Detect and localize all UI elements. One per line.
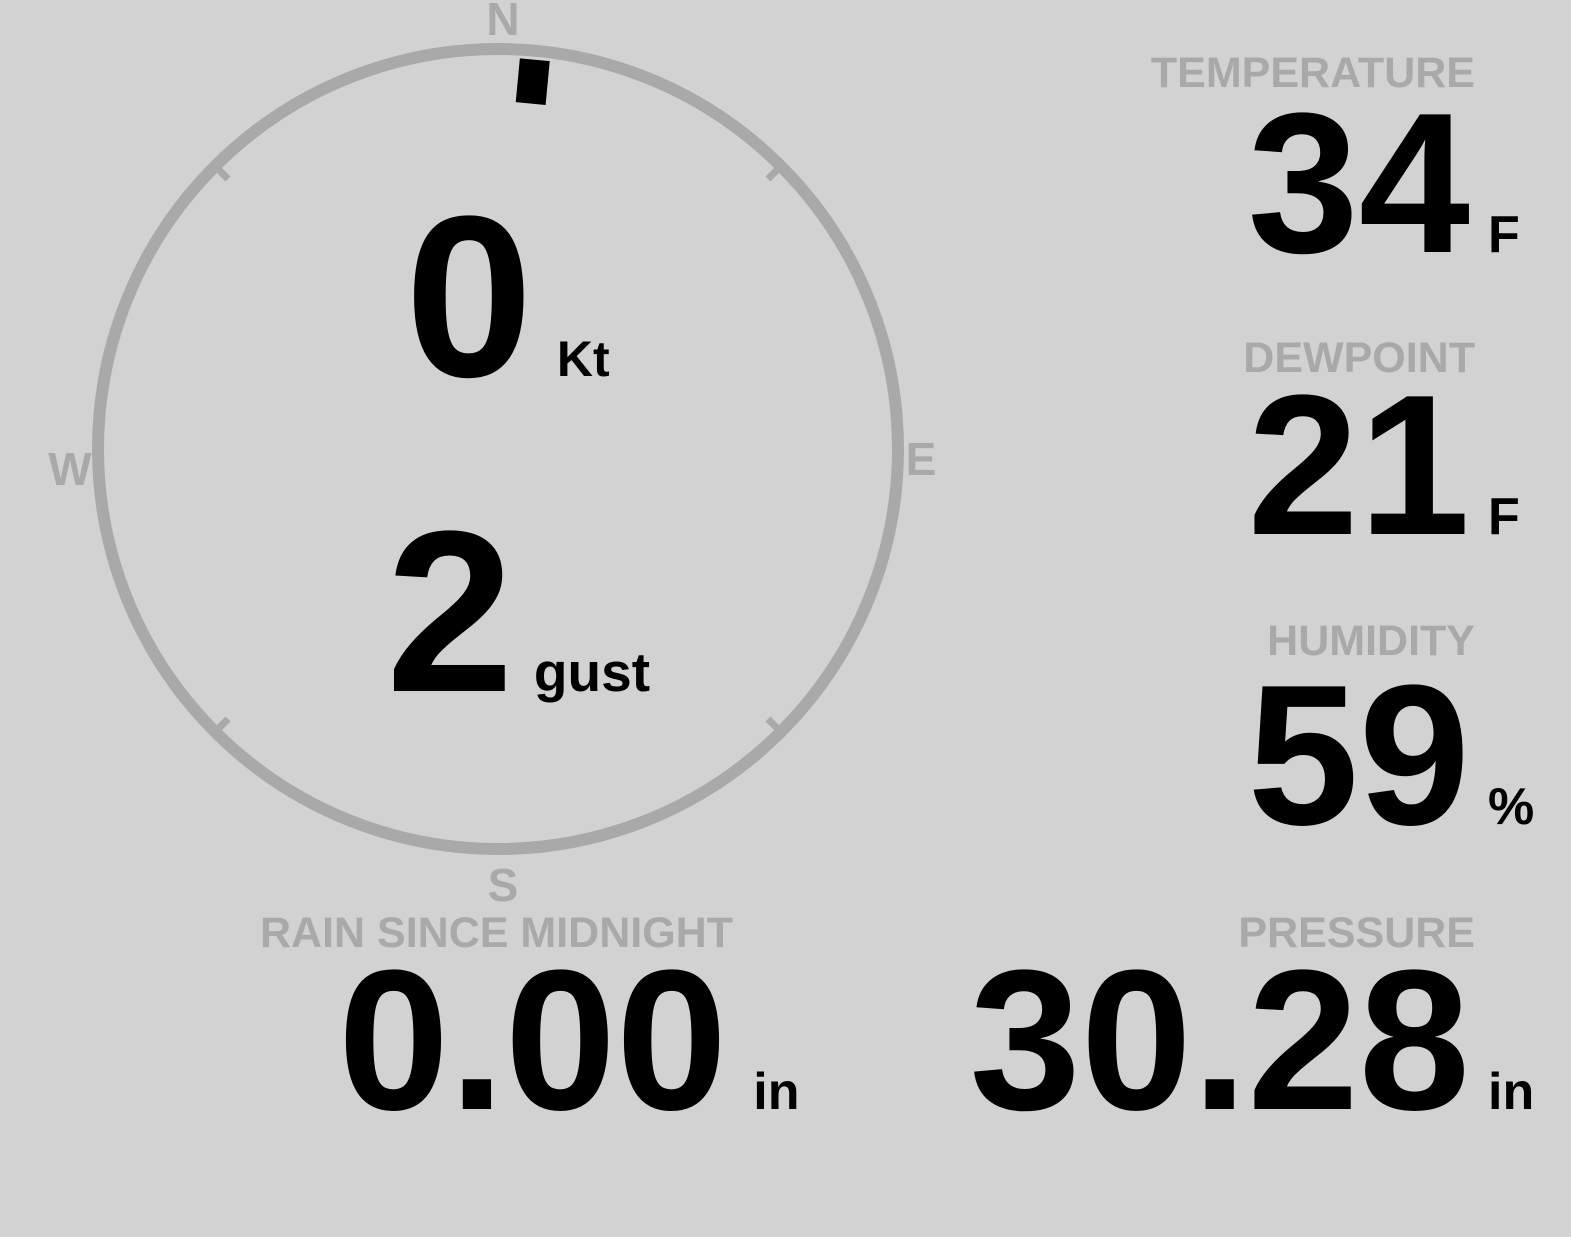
wind-speed: 0 Kt (405, 182, 610, 412)
pressure-value: 30.28 (969, 929, 1471, 1152)
rain-unit: in (753, 1063, 800, 1121)
compass-diagonal-ticks (212, 163, 784, 735)
compass-label-south: S (487, 859, 519, 911)
temperature-label: TEMPERATURE (1150, 49, 1475, 97)
compass-label-east: E (905, 433, 937, 485)
humidity-reading: 59 % (1248, 656, 1550, 856)
wind-direction-marker (515, 58, 550, 105)
pressure-label: PRESSURE (1238, 909, 1475, 957)
dewpoint-unit: F (1488, 488, 1520, 546)
humidity-unit: % (1488, 778, 1535, 836)
wind-speed-value: 0 (405, 168, 533, 425)
temperature-reading: 34 F (1248, 84, 1550, 284)
wind-gust-unit: gust (533, 641, 651, 703)
pressure-reading: 30.28 in (970, 941, 1551, 1141)
wind-direction-marker-group (515, 58, 550, 105)
dewpoint-reading: 21 F (1248, 366, 1550, 566)
rain-label: RAIN SINCE MIDNIGHT (260, 909, 733, 957)
wind-gust-value: 2 (386, 483, 514, 740)
compass-ring (92, 43, 904, 855)
dewpoint-label: DEWPOINT (1243, 334, 1475, 382)
wind-gust: 2 gust (386, 497, 650, 727)
pressure-unit: in (1488, 1063, 1535, 1121)
temperature-value: 34 (1247, 72, 1470, 295)
rain-reading: 0.00 in (338, 941, 799, 1141)
compass-label-north: N (486, 0, 520, 45)
dewpoint-value: 21 (1247, 354, 1470, 577)
rain-value: 0.00 (338, 929, 728, 1152)
wind-speed-unit: Kt (556, 331, 610, 387)
compass-label-west: W (48, 443, 92, 495)
humidity-label: HUMIDITY (1267, 617, 1475, 665)
humidity-value: 59 (1247, 644, 1470, 867)
temperature-unit: F (1488, 206, 1520, 264)
